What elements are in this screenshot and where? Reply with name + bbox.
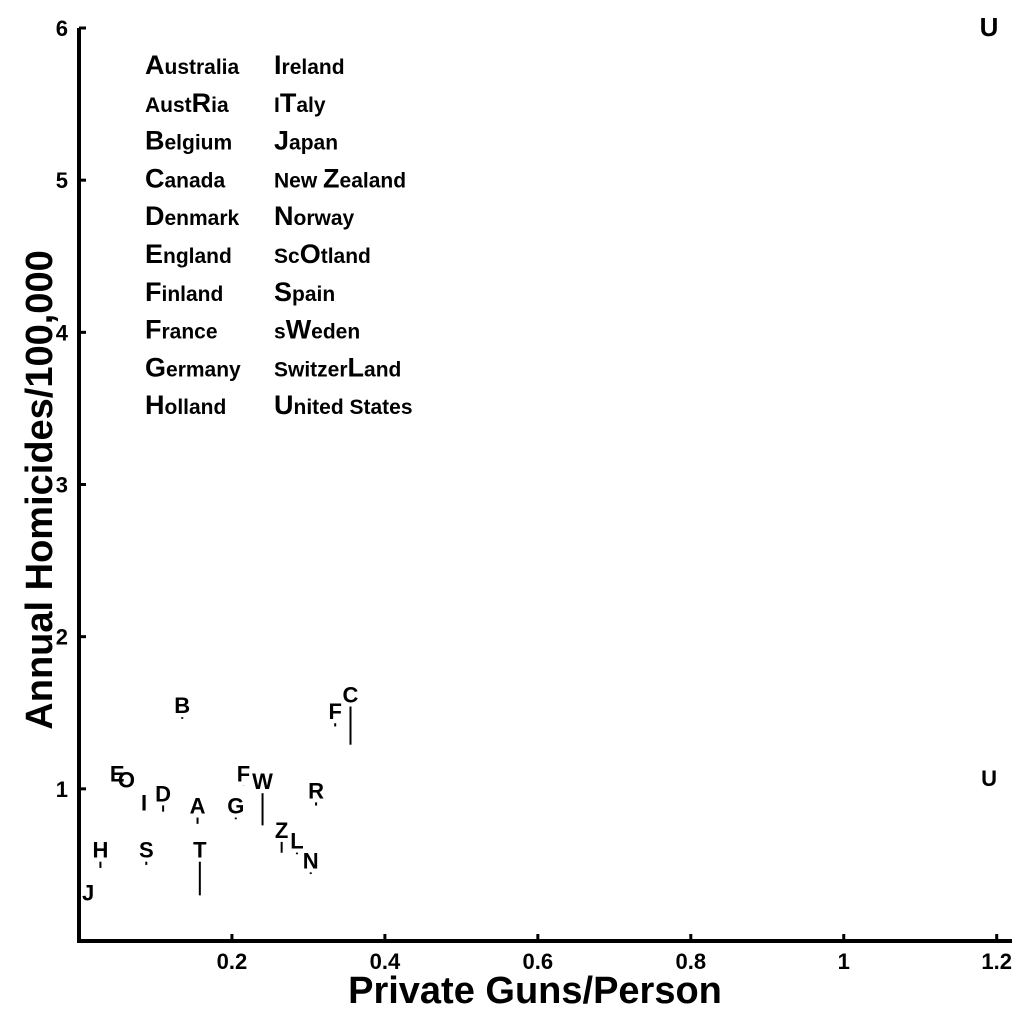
- legend-entry-0: Australia: [145, 50, 240, 80]
- data-point-label-8: I: [141, 791, 147, 816]
- data-point-label-20: J: [82, 880, 94, 905]
- y-tick-label-5: 6: [56, 16, 68, 41]
- legend-entry-4: Denmark: [145, 201, 240, 231]
- data-point-s-9: S: [139, 838, 154, 865]
- legend-entry-9: Holland: [145, 390, 226, 420]
- data-point-u-1: U: [981, 766, 997, 791]
- data-point-label-14: W: [252, 769, 273, 794]
- legend-entry-10: Ireland: [274, 50, 345, 80]
- data-point-e-5: E: [110, 762, 125, 787]
- data-point-label-13: F: [237, 762, 250, 787]
- y-tick-label-2: 3: [56, 473, 68, 498]
- legend-entry-13: New Zealand: [274, 163, 406, 193]
- data-point-label-5: E: [110, 762, 125, 787]
- legend-entry-6: Finland: [145, 277, 223, 307]
- data-point-label-2: C: [343, 682, 359, 707]
- axis-lines: [77, 28, 1012, 943]
- x-tick-label-0: 0.2: [217, 949, 248, 974]
- legend: Australia AustRia Belgium Canada Denmark Engl…: [145, 50, 413, 420]
- data-point-f-13: F: [237, 762, 250, 787]
- data-point-label-12: G: [227, 794, 244, 819]
- data-point-label-3: F: [328, 699, 341, 724]
- data-point-f-3: F: [328, 699, 342, 727]
- data-point-label-1: U: [981, 766, 997, 791]
- x-tick-label-2: 0.6: [523, 949, 554, 974]
- data-point-u-0: U: [980, 12, 999, 42]
- data-point-a-10: A: [190, 794, 206, 824]
- x-axis-title: Private Guns/Person: [348, 970, 722, 1012]
- legend-entry-17: sWeden: [274, 315, 360, 345]
- legend-entry-2: Belgium: [145, 126, 232, 156]
- data-point-label-15: R: [308, 778, 324, 803]
- data-point-label-10: A: [190, 794, 206, 819]
- data-point-c-2: C: [343, 682, 359, 745]
- data-point-i-8: I: [141, 791, 147, 816]
- data-point-o-6: O: [118, 768, 135, 793]
- data-point-label-17: L: [290, 829, 303, 854]
- x-tick-label-5: 1.2: [981, 949, 1012, 974]
- y-tick-label-4: 5: [56, 168, 68, 193]
- axes: [77, 28, 1012, 943]
- legend-entry-18: SwitzerLand: [274, 352, 401, 382]
- y-tick-label-3: 4: [56, 320, 69, 345]
- legend-entry-7: France: [145, 315, 218, 345]
- data-point-label-11: T: [193, 838, 207, 863]
- legend-entry-1: AustRia: [145, 88, 229, 118]
- y-tick-label-0: 1: [56, 777, 68, 802]
- data-point-z-16: Z: [275, 818, 288, 853]
- legend-entry-15: ScOtland: [274, 239, 371, 269]
- y-axis-title: Annual Homicides/100,000: [19, 250, 61, 729]
- x-tick-label-4: 1: [838, 949, 850, 974]
- data-point-label-4: B: [174, 693, 190, 718]
- legend-entry-12: Japan: [274, 126, 338, 156]
- data-point-r-15: R: [308, 778, 324, 806]
- data-point-label-9: S: [139, 838, 154, 863]
- data-point-j-20: J: [82, 880, 94, 905]
- data-point-label-18: N: [303, 848, 319, 873]
- data-point-t-11: T: [193, 838, 207, 896]
- legend-entry-8: Germany: [145, 352, 241, 382]
- data-point-b-4: B: [174, 693, 190, 719]
- legend-entry-14: Norway: [274, 201, 355, 231]
- data-point-n-18: N: [303, 848, 319, 875]
- y-tick-label-1: 2: [56, 625, 68, 650]
- data-point-label-6: O: [118, 768, 135, 793]
- legend-entry-16: Spain: [274, 277, 335, 307]
- data-point-d-7: D: [155, 781, 171, 812]
- data-point-g-12: G: [227, 794, 244, 820]
- data-point-label-19: H: [92, 838, 108, 863]
- legend-entry-11: ITaly: [274, 88, 326, 118]
- legend-entry-3: Canada: [145, 163, 226, 193]
- data-point-label-16: Z: [275, 818, 288, 843]
- legend-entry-19: United States: [274, 390, 413, 420]
- data-point-label-0: U: [980, 12, 999, 42]
- x-tick-label-3: 0.8: [676, 949, 707, 974]
- data-point-label-7: D: [155, 781, 171, 806]
- x-tick-label-1: 0.4: [370, 949, 401, 974]
- data-point-h-19: H: [92, 838, 108, 868]
- ticks: 0.2 0.4 0.6 0.8 1 1.2 1 2 3 4 5 6: [56, 16, 1012, 974]
- data-point-l-17: L: [290, 829, 304, 855]
- data-point-w-14: W: [252, 769, 273, 826]
- legend-entry-5: England: [145, 239, 232, 269]
